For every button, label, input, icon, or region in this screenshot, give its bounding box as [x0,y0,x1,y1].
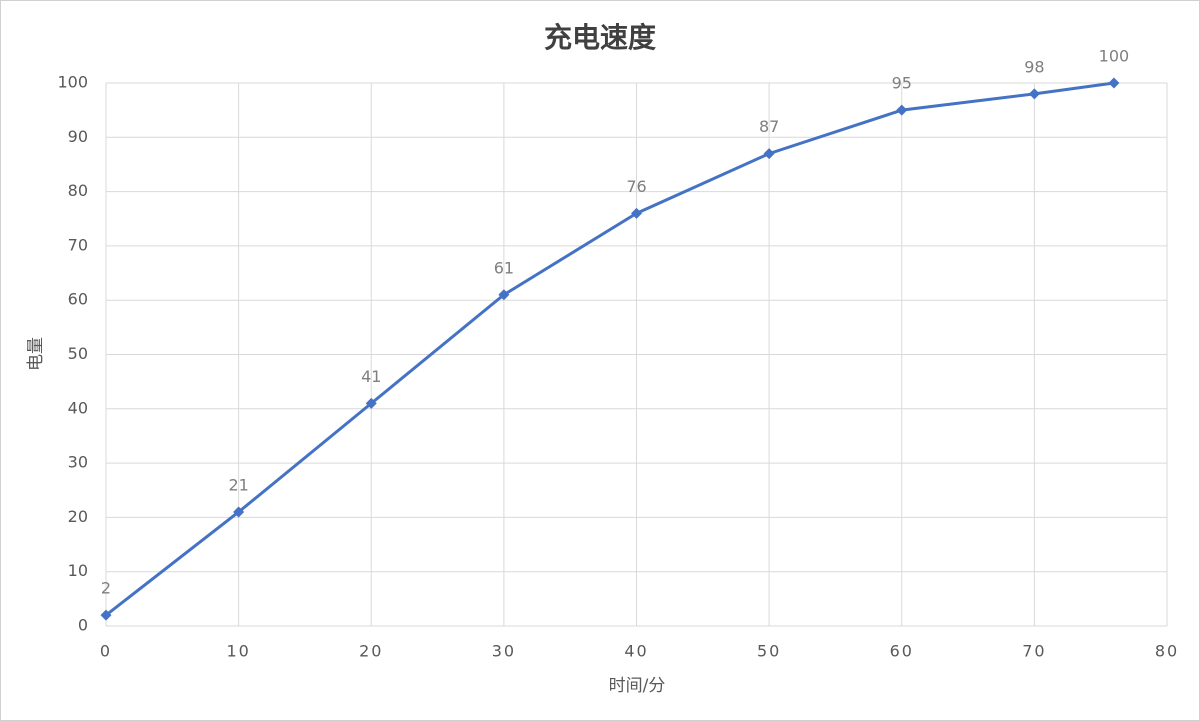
marker [631,207,642,219]
marker [233,506,245,518]
x-tick-label: 60 [890,642,914,661]
y-tick-label: 80 [68,181,88,200]
chart-title: 充电速度 [544,21,656,54]
data-label: 98 [1024,57,1044,76]
y-tick-label: 50 [68,344,88,363]
data-label: 2 [101,579,111,598]
x-tick-label: 20 [359,642,383,661]
data-label: 41 [361,367,381,386]
data-label: 87 [759,117,779,136]
y-tick-label: 10 [68,561,88,580]
marker [365,397,377,409]
marker [763,148,775,160]
x-tick-label: 40 [624,642,648,661]
x-tick-label: 80 [1155,642,1179,661]
x-tick-label: 50 [757,642,781,661]
x-tick-label: 30 [492,642,516,661]
data-label: 76 [626,177,646,196]
x-tick-label: 0 [100,642,112,661]
y-tick-label: 0 [78,616,88,635]
y-tick-label: 40 [68,398,88,417]
y-tick-label: 100 [57,73,88,92]
marker [1028,88,1040,100]
y-axis-title: 电量 [26,337,46,371]
x-axis-title: 时间/分 [609,676,666,696]
y-tick-label: 70 [68,235,88,254]
x-tick-label: 10 [226,642,250,661]
y-tick-label: 20 [68,507,88,526]
y-tick-label: 60 [68,290,88,309]
data-label: 95 [892,74,912,93]
marker [498,289,510,301]
x-tick-label: 70 [1022,642,1046,661]
y-tick-label: 90 [68,127,88,146]
marker [1108,77,1120,89]
marker [100,609,112,621]
data-label: 61 [494,258,514,277]
y-tick-label: 30 [68,453,88,472]
data-label: 100 [1099,47,1130,66]
data-label: 21 [228,475,248,494]
marker [896,104,908,116]
